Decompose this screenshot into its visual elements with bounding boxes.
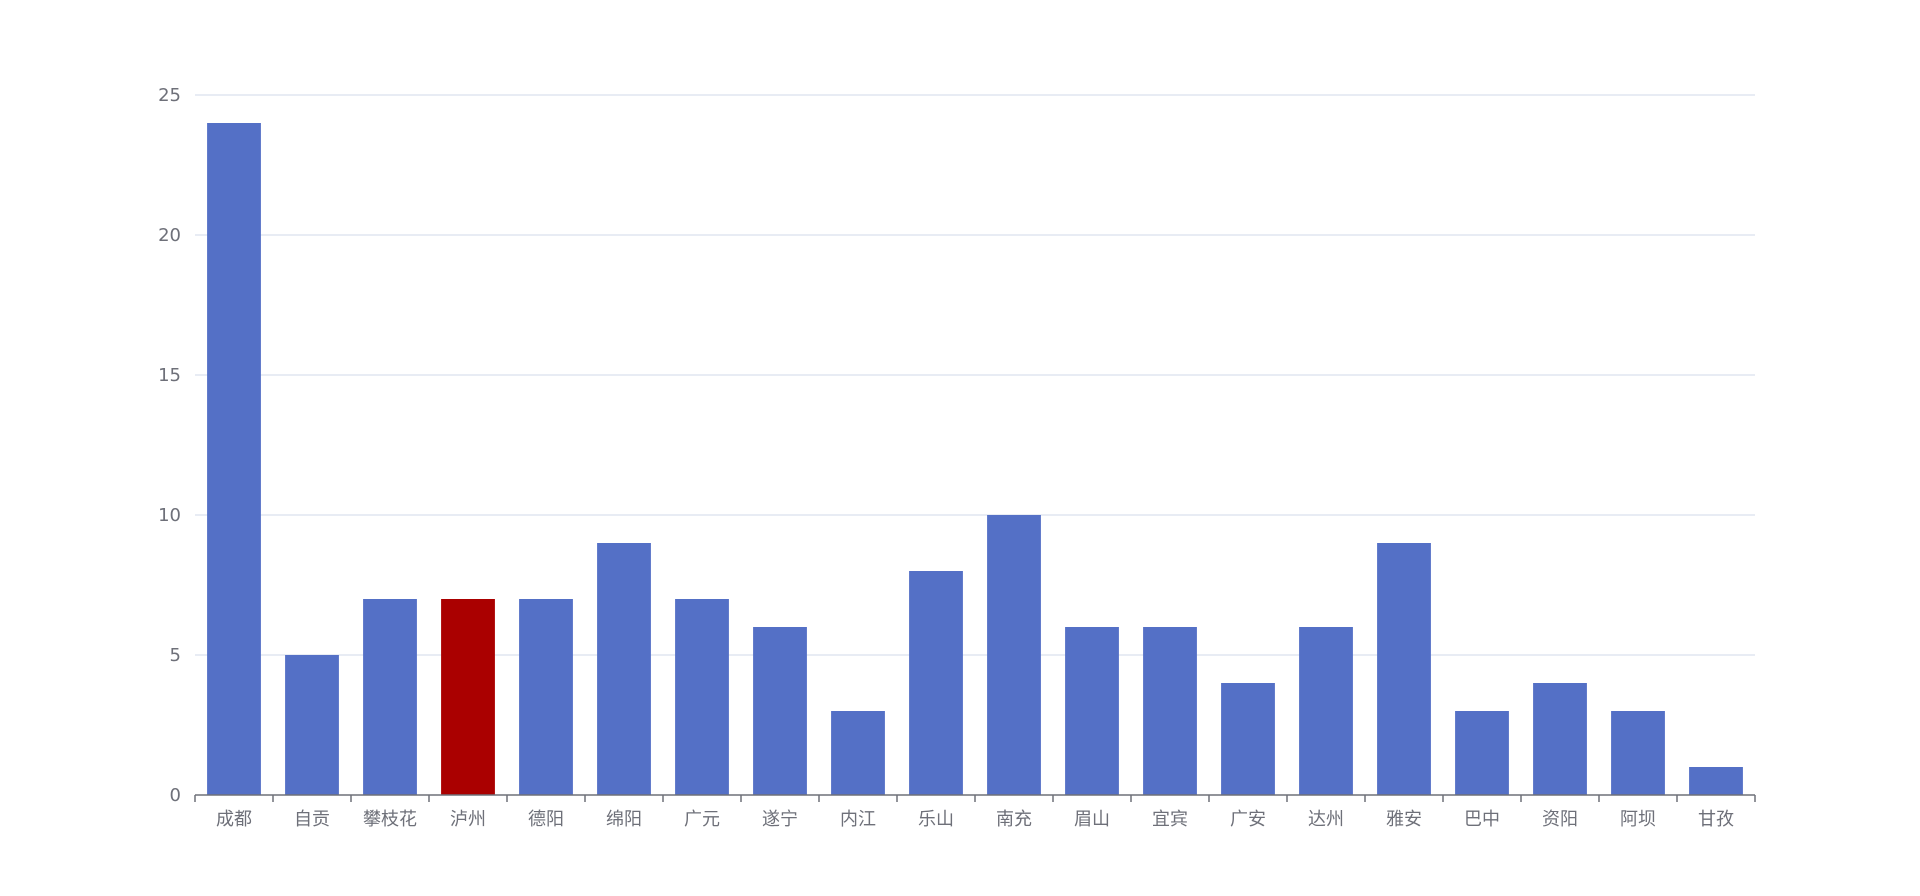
y-tick-label: 20 (158, 225, 181, 246)
bar (753, 627, 807, 795)
x-tick-label: 自贡 (294, 809, 330, 830)
bar (1689, 767, 1743, 795)
x-tick-label: 广元 (684, 809, 720, 830)
x-tick-label: 内江 (840, 809, 876, 830)
x-tick-label: 巴中 (1464, 809, 1500, 830)
bar (1143, 627, 1197, 795)
x-tick-label: 成都 (216, 809, 252, 830)
y-tick-label: 15 (158, 365, 181, 386)
x-tick-label: 眉山 (1074, 809, 1110, 830)
x-tick-label: 绵阳 (606, 809, 642, 830)
x-tick-label: 雅安 (1386, 809, 1422, 830)
bar (363, 599, 417, 795)
x-tick-label: 广安 (1230, 809, 1266, 830)
x-tick-label: 阿坝 (1620, 809, 1656, 830)
bar (1377, 543, 1431, 795)
x-tick-label: 泸州 (450, 809, 486, 830)
bar (1065, 627, 1119, 795)
y-tick-label: 0 (170, 785, 181, 806)
x-tick-label: 攀枝花 (363, 809, 417, 830)
bar (1221, 683, 1275, 795)
bar (1455, 711, 1509, 795)
bar (831, 711, 885, 795)
bar (1611, 711, 1665, 795)
x-tick-label: 乐山 (918, 809, 954, 830)
x-tick-label: 甘孜 (1698, 809, 1734, 830)
x-tick-label: 宜宾 (1152, 809, 1188, 830)
x-tick-label: 达州 (1308, 809, 1344, 830)
bar (285, 655, 339, 795)
y-tick-label: 25 (158, 85, 181, 106)
y-tick-label: 5 (170, 645, 181, 666)
bar (519, 599, 573, 795)
bar (207, 123, 261, 795)
bar (441, 599, 495, 795)
bar (675, 599, 729, 795)
x-tick-label: 遂宁 (762, 809, 798, 830)
bar (987, 515, 1041, 795)
bar (597, 543, 651, 795)
y-tick-label: 10 (158, 505, 181, 526)
x-tick-label: 德阳 (528, 809, 564, 830)
bar (1533, 683, 1587, 795)
x-tick-label: 资阳 (1542, 809, 1578, 830)
bar (1299, 627, 1353, 795)
x-tick-label: 南充 (996, 809, 1032, 830)
bar (909, 571, 963, 795)
